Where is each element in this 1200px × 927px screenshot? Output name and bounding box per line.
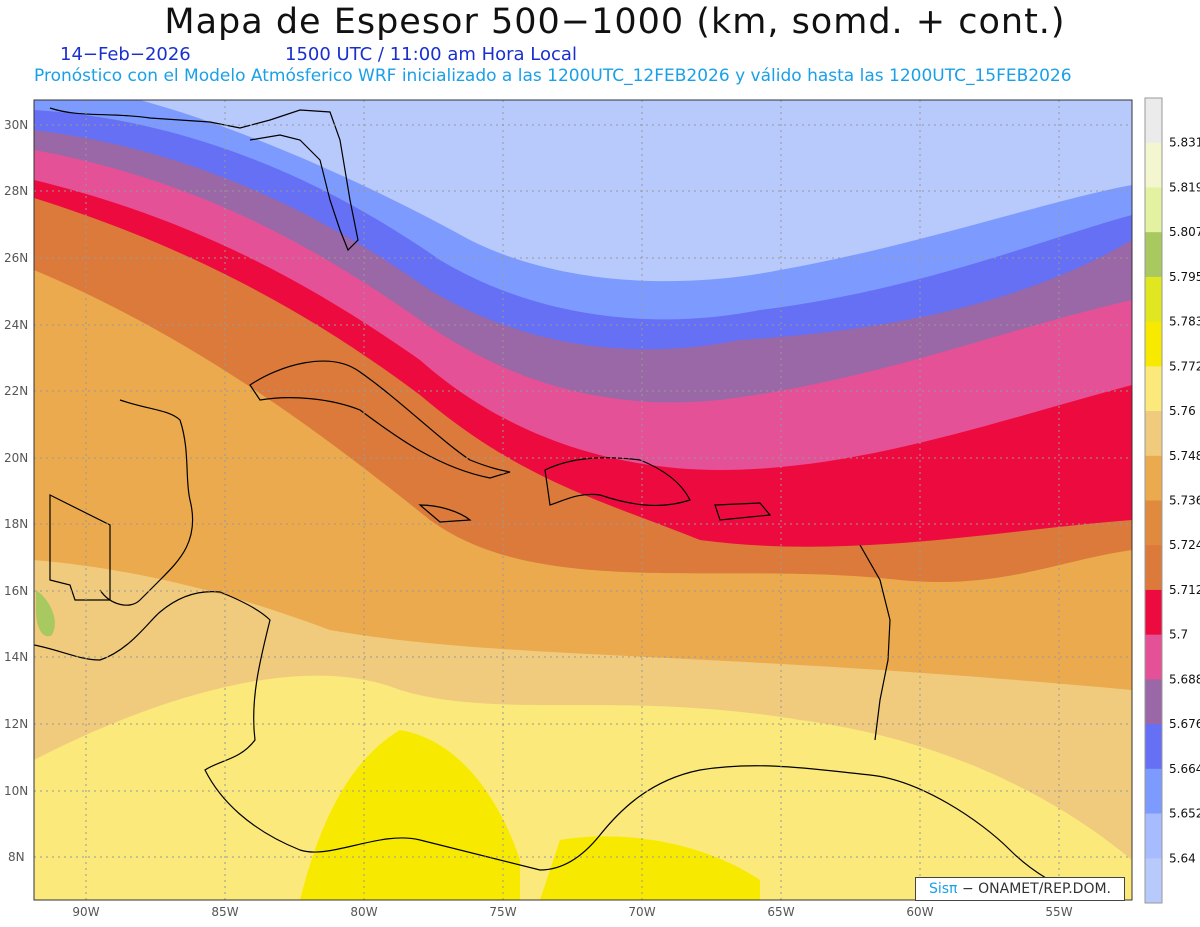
colorbar-label: 5.748 <box>1169 449 1200 463</box>
lat-label: 16N <box>4 584 28 598</box>
colorbar-swatch <box>1145 634 1162 680</box>
colorbar-label: 5.712 <box>1169 583 1200 597</box>
colorbar-swatch <box>1145 500 1162 546</box>
lon-label: 60W <box>906 905 933 919</box>
colorbar-swatch <box>1145 321 1162 367</box>
lat-label: 10N <box>4 784 28 798</box>
colorbar-label: 5.76 <box>1169 404 1196 418</box>
map-title: Mapa de Espesor 500−1000 (km, somd. + co… <box>164 2 1066 42</box>
graticule <box>34 100 1132 900</box>
colorbar-label: 5.664 <box>1169 762 1200 776</box>
colorbar-swatch <box>1145 858 1162 904</box>
colorbar-swatch <box>1145 813 1162 859</box>
lat-label: 26N <box>4 251 28 265</box>
lat-label: 30N <box>4 118 28 132</box>
colorbar-swatch <box>1145 98 1162 144</box>
colorbar-label: 5.64 <box>1169 851 1196 865</box>
colorbar-swatch <box>1145 679 1162 725</box>
colorbar-label: 5.819 <box>1169 180 1200 194</box>
colorbar-label: 5.736 <box>1169 494 1200 508</box>
lon-labels: 90W 85W 80W 75W 70W 65W 60W 55W <box>72 905 1072 919</box>
colorbar-label: 5.831 <box>1169 136 1200 150</box>
credit-text: − ONAMET/REP.DOM. <box>961 881 1111 897</box>
colorbar-swatch <box>1145 768 1162 815</box>
credit-box: Sisπ − ONAMET/REP.DOM. <box>915 877 1125 901</box>
colorbar-label: 5.676 <box>1169 717 1200 731</box>
lat-labels: 30N 28N 26N 24N 22N 20N 18N 16N 14N 12N … <box>4 118 28 864</box>
lon-label: 55W <box>1045 905 1072 919</box>
lat-label: 14N <box>4 650 28 664</box>
lon-label: 90W <box>72 905 99 919</box>
colorbar-frame <box>1144 97 1163 904</box>
credit-brand: Sisπ <box>928 881 958 897</box>
lat-label: 12N <box>4 717 28 731</box>
model-info: Pronóstico con el Modelo Atmósferico WRF… <box>34 66 1072 86</box>
colorbar-swatch <box>1145 187 1162 233</box>
lon-label: 65W <box>767 905 794 919</box>
colorbar-swatch <box>1145 411 1162 457</box>
map-frame <box>33 99 1133 901</box>
forecast-date: 14−Feb−2026 <box>60 44 191 65</box>
thickness-fill <box>34 100 1132 900</box>
colorbar-swatch <box>1145 366 1162 412</box>
colorbar-label: 5.783 <box>1169 315 1200 329</box>
colorbar-swatch <box>1145 455 1162 501</box>
colorbar-label: 5.652 <box>1169 807 1200 821</box>
lat-label: 22N <box>4 384 28 398</box>
lat-label: 24N <box>4 318 28 332</box>
forecast-time: 1500 UTC / 11:00 am Hora Local <box>285 44 577 65</box>
colorbar-swatch <box>1145 142 1162 188</box>
lon-label: 85W <box>211 905 238 919</box>
colorbar-swatch <box>1145 589 1162 636</box>
colorbar-label: 5.724 <box>1169 538 1200 552</box>
lon-label: 70W <box>628 905 655 919</box>
colorbar-swatch <box>1145 232 1162 278</box>
colorbar: 5.831 5.819 5.807 5.795 5.783 5.772 5.76 5.748 5… <box>1144 97 1200 904</box>
lon-label: 75W <box>489 905 516 919</box>
colorbar-swatch <box>1145 724 1162 770</box>
lat-label: 20N <box>4 451 28 465</box>
colorbar-label: 5.795 <box>1169 270 1200 284</box>
colorbar-label: 5.688 <box>1169 672 1200 686</box>
coastlines <box>34 107 1091 900</box>
lat-label: 8N <box>8 850 25 864</box>
lat-label: 18N <box>4 517 28 531</box>
colorbar-label: 5.772 <box>1169 359 1200 373</box>
lat-label: 28N <box>4 184 28 198</box>
colorbar-label: 5.7 <box>1169 628 1188 642</box>
colorbar-swatch <box>1145 545 1162 591</box>
colorbar-swatch <box>1145 276 1162 323</box>
colorbar-label: 5.807 <box>1169 225 1200 239</box>
lon-label: 80W <box>350 905 377 919</box>
